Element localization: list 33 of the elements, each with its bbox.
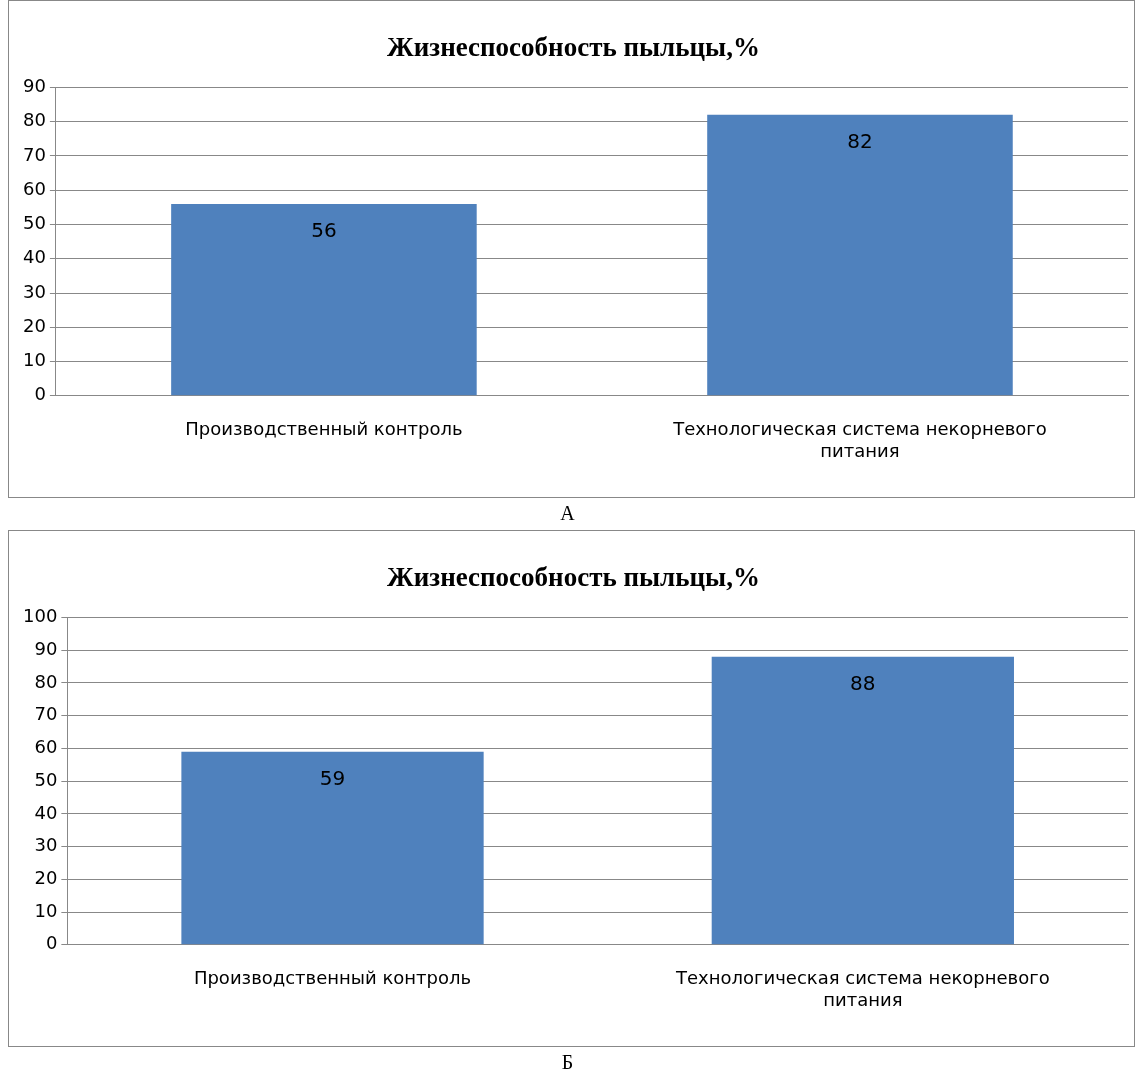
text: Б <box>560 1051 575 1073</box>
chart-title: Жизнеспособность пыльцы,% <box>387 562 760 593</box>
y-tick-label: 10 <box>23 349 46 371</box>
chart-title: Жизнеспособность пыльцы,% <box>387 32 760 63</box>
y-tick-label: 60 <box>23 177 46 199</box>
y-tick-label: 20 <box>23 314 46 336</box>
x-tick-label: Технологическая система некорневого питания <box>672 418 1047 461</box>
y-tick-label: 0 <box>34 383 46 405</box>
y-tick-label: 30 <box>34 834 58 856</box>
x-tick-label: Производственный контроль <box>185 418 463 440</box>
y-tick-label: 60 <box>34 736 58 758</box>
data-label: 82 <box>847 129 873 154</box>
y-tick-label: 20 <box>34 866 58 888</box>
y-tick-label: 30 <box>23 280 46 302</box>
y-tick-label: 90 <box>34 637 58 659</box>
y-tick-label: 0 <box>45 932 58 954</box>
data-label: 88 <box>850 670 876 695</box>
y-tick-label: 40 <box>23 246 46 268</box>
x-tick-label: Технологическая система некорневого питания <box>674 967 1050 1010</box>
y-tick-label: 40 <box>34 801 58 823</box>
y-tick-label: 100 <box>23 605 58 627</box>
data-label: 59 <box>319 765 346 790</box>
y-tick-label: 90 <box>23 75 46 97</box>
y-tick-label: 50 <box>23 212 46 234</box>
y-tick-label: 10 <box>34 899 58 921</box>
y-tick-label: 50 <box>34 768 58 790</box>
y-tick-label: 80 <box>34 670 58 692</box>
x-tick-label: Производственный контроль <box>193 967 472 989</box>
text: А <box>559 502 576 525</box>
data-label: 56 <box>311 218 337 243</box>
y-tick-label: 70 <box>23 143 46 165</box>
y-tick-label: 70 <box>34 703 58 725</box>
y-tick-label: 80 <box>23 109 46 131</box>
